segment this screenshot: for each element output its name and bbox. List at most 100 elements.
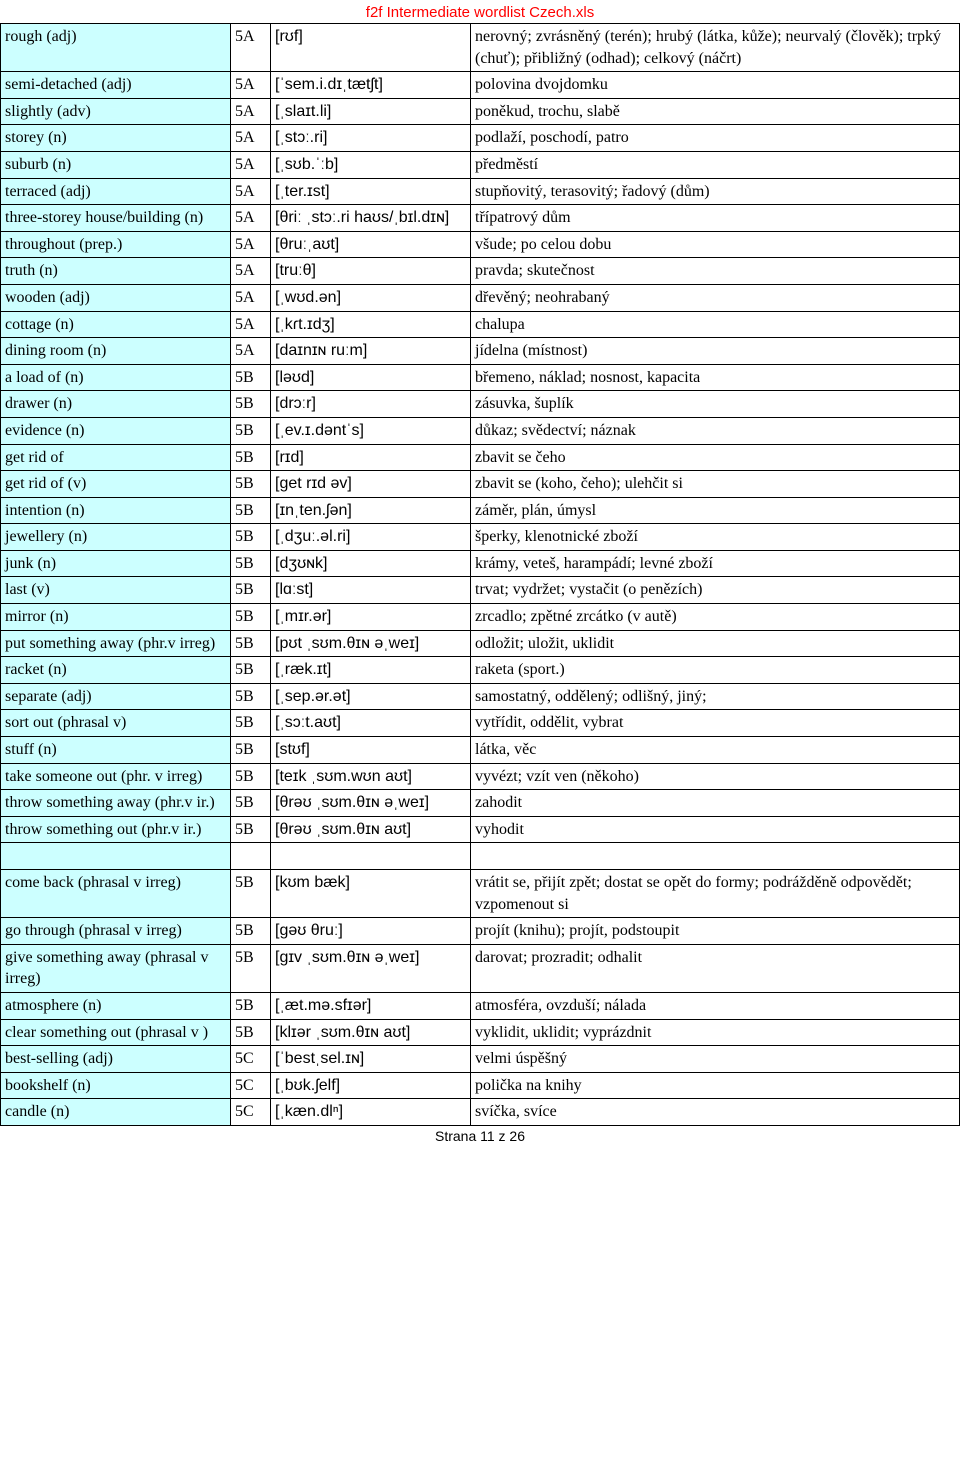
- definition-cell: dřevěný; neohrabaný: [471, 284, 960, 311]
- table-row: get rid of (v)5B[get rɪd əv]zbavit se (k…: [1, 471, 960, 498]
- term-cell: cottage (n): [1, 311, 231, 338]
- term-cell: storey (n): [1, 125, 231, 152]
- term-cell: evidence (n): [1, 417, 231, 444]
- ipa-cell: [ɪnˌten.ʃən]: [271, 497, 471, 524]
- table-row: dining room (n)5A[daɪnɪɴ ruːm]jídelna (m…: [1, 338, 960, 365]
- term-cell: truth (n): [1, 258, 231, 285]
- definition-cell: jídelna (místnost): [471, 338, 960, 365]
- definition-cell: břemeno, náklad; nosnost, kapacita: [471, 364, 960, 391]
- table-row: separate (adj)5B[ˌsep.ər.ət]samostatný, …: [1, 683, 960, 710]
- table-row: stuff (n)5B[stʊf]látka, věc: [1, 737, 960, 764]
- term-cell: stuff (n): [1, 737, 231, 764]
- level-cell: 5A: [231, 284, 271, 311]
- ipa-cell: [lɑːst]: [271, 577, 471, 604]
- ipa-cell: [teɪk ˌsʊm.wʊn aʊt]: [271, 763, 471, 790]
- table-row: throw something out (phr.v ir.)5B[θrəʊ ˌ…: [1, 816, 960, 843]
- table-row: three-storey house/building (n)5A[θriː ˌ…: [1, 205, 960, 232]
- table-row: jewellery (n)5B[ˌdʒuː.əl.ri]šperky, klen…: [1, 524, 960, 551]
- level-cell: 5B: [231, 364, 271, 391]
- term-cell: dining room (n): [1, 338, 231, 365]
- definition-cell: předměstí: [471, 151, 960, 178]
- ipa-cell: [klɪər ˌsʊm.θɪɴ aʊt]: [271, 1019, 471, 1046]
- definition-cell: záměr, plán, úmysl: [471, 497, 960, 524]
- ipa-cell: [θrəʊ ˌsʊm.θɪɴ əˌweɪ]: [271, 790, 471, 817]
- definition-cell: zrcadlo; zpětné zrcátko (v autě): [471, 604, 960, 631]
- level-cell: 5B: [231, 790, 271, 817]
- ipa-cell: [daɪnɪɴ ruːm]: [271, 338, 471, 365]
- table-row: clear something out (phrasal v )5B[klɪər…: [1, 1019, 960, 1046]
- level-cell: 5A: [231, 98, 271, 125]
- definition-cell: darovat; prozradit; odhalit: [471, 944, 960, 992]
- table-row: atmosphere (n)5B[ˌæt.mə.sfɪər]atmosféra,…: [1, 992, 960, 1019]
- definition-cell: svíčka, svíce: [471, 1099, 960, 1126]
- level-cell: 5B: [231, 471, 271, 498]
- level-cell: 5B: [231, 444, 271, 471]
- definition-cell: raketa (sport.): [471, 657, 960, 684]
- term-cell: last (v): [1, 577, 231, 604]
- definition-cell: vyklidit, uklidit; vyprázdnit: [471, 1019, 960, 1046]
- level-cell: 5B: [231, 763, 271, 790]
- level-cell: 5B: [231, 918, 271, 945]
- level-cell: 5A: [231, 205, 271, 232]
- ipa-cell: [ˈbestˌsel.ɪɴ]: [271, 1046, 471, 1073]
- definition-cell: polovina dvojdomku: [471, 72, 960, 99]
- definition-cell: poněkud, trochu, slabě: [471, 98, 960, 125]
- definition-cell: podlaží, poschodí, patro: [471, 125, 960, 152]
- table-row: best-selling (adj)5C[ˈbestˌsel.ɪɴ]velmi …: [1, 1046, 960, 1073]
- table-row: [1, 843, 960, 870]
- definition-cell: látka, věc: [471, 737, 960, 764]
- table-row: evidence (n)5B[ˌev.ɪ.dəntˈs]důkaz; svěde…: [1, 417, 960, 444]
- definition-cell: odložit; uložit, uklidit: [471, 630, 960, 657]
- definition-cell: všude; po celou dobu: [471, 231, 960, 258]
- table-row: mirror (n)5B[ˌmɪr.ər]zrcadlo; zpětné zrc…: [1, 604, 960, 631]
- term-cell: a load of (n): [1, 364, 231, 391]
- definition-cell: důkaz; svědectví; náznak: [471, 417, 960, 444]
- table-row: bookshelf (n)5C[ˌbʊk.ʃelf]polička na kni…: [1, 1072, 960, 1099]
- definition-cell: stupňovitý, terasovitý; řadový (dům): [471, 178, 960, 205]
- term-cell: get rid of (v): [1, 471, 231, 498]
- ipa-cell: [ləʊd]: [271, 364, 471, 391]
- level-cell: 5C: [231, 1072, 271, 1099]
- definition-cell: atmosféra, ovzduší; nálada: [471, 992, 960, 1019]
- level-cell: 5B: [231, 524, 271, 551]
- term-cell: bookshelf (n): [1, 1072, 231, 1099]
- term-cell: suburb (n): [1, 151, 231, 178]
- term-cell: separate (adj): [1, 683, 231, 710]
- ipa-cell: [gəʊ θruː]: [271, 918, 471, 945]
- level-cell: 5A: [231, 24, 271, 72]
- table-row: drawer (n)5B[drɔːr]zásuvka, šuplík: [1, 391, 960, 418]
- term-cell: throughout (prep.): [1, 231, 231, 258]
- level-cell: 5B: [231, 604, 271, 631]
- table-row: candle (n)5C[ˌkæn.dlⁿ]svíčka, svíce: [1, 1099, 960, 1126]
- level-cell: 5B: [231, 417, 271, 444]
- term-cell: throw something away (phr.v ir.): [1, 790, 231, 817]
- level-cell: 5B: [231, 657, 271, 684]
- term-cell: racket (n): [1, 657, 231, 684]
- table-row: put something away (phr.v irreg)5B[pʊt ˌ…: [1, 630, 960, 657]
- ipa-cell: [ˌev.ɪ.dəntˈs]: [271, 417, 471, 444]
- term-cell: mirror (n): [1, 604, 231, 631]
- level-cell: 5B: [231, 737, 271, 764]
- level-cell: 5B: [231, 550, 271, 577]
- term-cell: terraced (adj): [1, 178, 231, 205]
- table-row: terraced (adj)5A[ˌter.ɪst]stupňovitý, te…: [1, 178, 960, 205]
- level-cell: 5B: [231, 497, 271, 524]
- term-cell: slightly (adv): [1, 98, 231, 125]
- ipa-cell: [ˌwʊd.ən]: [271, 284, 471, 311]
- term-cell: take someone out (phr. v irreg): [1, 763, 231, 790]
- table-row: take someone out (phr. v irreg)5B[teɪk ˌ…: [1, 763, 960, 790]
- term-cell: throw something out (phr.v ir.): [1, 816, 231, 843]
- ipa-cell: [dʒʊɴk]: [271, 550, 471, 577]
- page-footer: Strana 11 z 26: [0, 1126, 960, 1150]
- ipa-cell: [ˌstɔː.ri]: [271, 125, 471, 152]
- ipa-cell: [stʊf]: [271, 737, 471, 764]
- ipa-cell: [rɪd]: [271, 444, 471, 471]
- term-cell: go through (phrasal v irreg): [1, 918, 231, 945]
- ipa-cell: [θriː ˌstɔː.ri haʊs/ˌbɪl.dɪɴ]: [271, 205, 471, 232]
- definition-cell: vyvézt; vzít ven (někoho): [471, 763, 960, 790]
- level-cell: 5A: [231, 72, 271, 99]
- ipa-cell: [ˌslaɪt.li]: [271, 98, 471, 125]
- term-cell: come back (phrasal v irreg): [1, 870, 231, 918]
- definition-cell: třípatrový dům: [471, 205, 960, 232]
- ipa-cell: [θruːˌaʊt]: [271, 231, 471, 258]
